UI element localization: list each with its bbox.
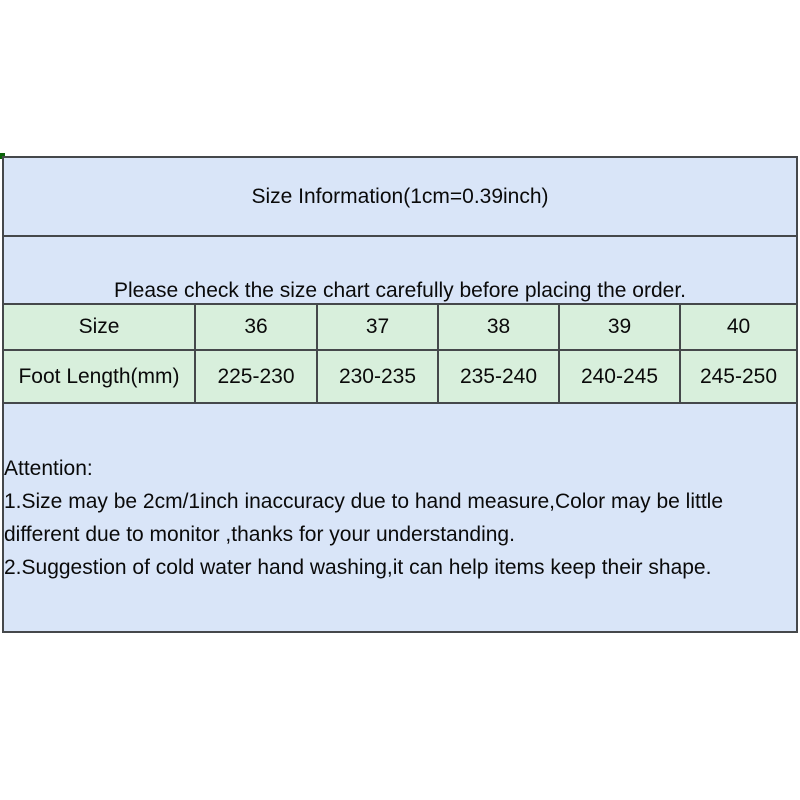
size-value-37: 37 xyxy=(316,303,439,351)
attention-note-2: 2.Suggestion of cold water hand washing,… xyxy=(4,555,712,579)
title-row: Size Information(1cm=0.39inch) xyxy=(2,156,798,237)
attention-block: Attention: 1.Size may be 2cm/1inch inacc… xyxy=(2,402,798,633)
size-row-header: Size xyxy=(2,303,196,351)
green-corner-artifact xyxy=(0,153,5,159)
foot-length-value-36: 225-230 xyxy=(194,349,318,404)
foot-length-row: Foot Length(mm) 225-230 230-235 235-240 … xyxy=(2,349,798,404)
foot-length-row-header: Foot Length(mm) xyxy=(2,349,196,404)
size-value-38: 38 xyxy=(437,303,560,351)
notice-row: Please check the size chart carefully be… xyxy=(2,235,798,305)
foot-length-value-39: 240-245 xyxy=(558,349,681,404)
size-value-36: 36 xyxy=(194,303,318,351)
attention-note-1-line-2: different due to monitor ,thanks for you… xyxy=(4,522,515,546)
attention-heading: Attention: xyxy=(4,456,93,480)
size-chart-table: Size Information(1cm=0.39inch) Please ch… xyxy=(2,156,798,633)
size-value-40: 40 xyxy=(679,303,798,351)
order-notice-text: Please check the size chart carefully be… xyxy=(2,235,798,305)
foot-length-value-38: 235-240 xyxy=(437,349,560,404)
attention-note-1-line-1: 1.Size may be 2cm/1inch inaccuracy due t… xyxy=(4,489,724,513)
table-title: Size Information(1cm=0.39inch) xyxy=(2,156,798,237)
foot-length-value-40: 245-250 xyxy=(679,349,798,404)
size-value-39: 39 xyxy=(558,303,681,351)
attention-row: Attention: 1.Size may be 2cm/1inch inacc… xyxy=(2,402,798,633)
size-row: Size 36 37 38 39 40 xyxy=(2,303,798,351)
foot-length-value-37: 230-235 xyxy=(316,349,439,404)
